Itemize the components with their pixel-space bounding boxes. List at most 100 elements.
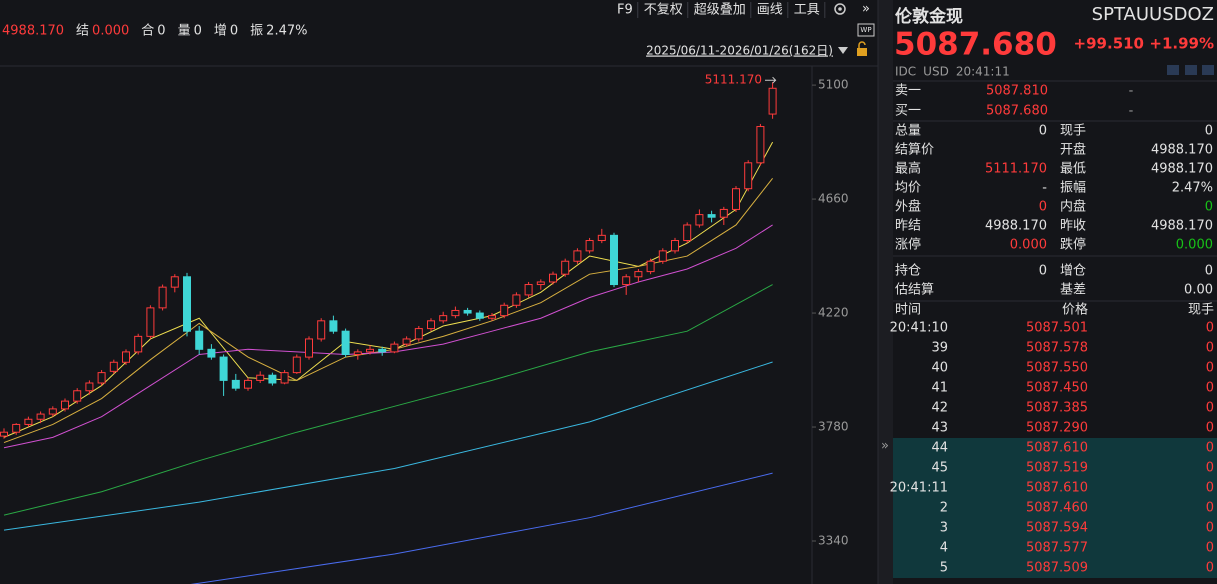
tick-price: 5087.610 bbox=[1026, 481, 1088, 496]
candle-body bbox=[390, 343, 399, 353]
stat-label: 开盘 bbox=[1060, 142, 1086, 158]
stat-value: 5111.170 bbox=[985, 162, 1047, 177]
candle-body bbox=[292, 356, 301, 374]
stat-label: 总量 bbox=[895, 124, 921, 139]
candle-body bbox=[634, 271, 643, 278]
row-highlight bbox=[893, 558, 1217, 578]
candle-body bbox=[61, 400, 69, 410]
dropdown-icon[interactable] bbox=[838, 47, 848, 54]
stat-label: 昨结 bbox=[895, 219, 921, 234]
stat-value: 0 bbox=[1039, 124, 1047, 139]
toolbar-button[interactable]: 超级叠加 bbox=[694, 3, 746, 18]
candle-body bbox=[134, 335, 143, 353]
quote-meta: USD bbox=[923, 65, 949, 79]
stat-value: 0.000 bbox=[1176, 238, 1213, 253]
candle-body bbox=[597, 234, 606, 242]
candle-body bbox=[524, 284, 533, 296]
tick-volume: 0 bbox=[1206, 541, 1214, 556]
quote-code: SPTAUUSDOZ bbox=[1092, 4, 1214, 25]
tick-price: 5087.578 bbox=[1026, 341, 1088, 356]
y-tick-label: 3340 bbox=[818, 534, 849, 548]
stat-value: 0 bbox=[1205, 200, 1213, 215]
book-label: 买一 bbox=[895, 104, 921, 119]
candle-body bbox=[549, 273, 557, 283]
quote-meta: IDC bbox=[895, 65, 916, 79]
stat-label: 外盘 bbox=[895, 199, 921, 215]
toolbar-button[interactable]: 工具 bbox=[794, 3, 820, 18]
candle-body bbox=[732, 188, 740, 210]
collapse-strip[interactable] bbox=[878, 0, 893, 584]
candle-body bbox=[305, 338, 313, 358]
candle-body bbox=[170, 276, 179, 288]
y-tick-label: 5100 bbox=[818, 78, 849, 92]
candle-body bbox=[536, 281, 545, 286]
row-highlight bbox=[893, 438, 1217, 458]
toolbar-button[interactable]: 不复权 bbox=[644, 2, 683, 18]
candle-body bbox=[744, 162, 753, 190]
tick-price: 5087.610 bbox=[1026, 441, 1088, 456]
stat-value: 4988.170 bbox=[1151, 143, 1213, 158]
stat-value: 4988.170 bbox=[1151, 219, 1213, 234]
candle-body bbox=[610, 234, 618, 286]
info-label: 振 bbox=[250, 24, 263, 39]
quote-meta: 20:41:11 bbox=[956, 65, 1010, 79]
stat-label: 振幅 bbox=[1060, 181, 1086, 196]
ticks-header: 价格 bbox=[1062, 302, 1088, 318]
tick-time: 20:41:11 bbox=[890, 481, 948, 496]
moving-average bbox=[190, 472, 773, 584]
stat-value: 2.47% bbox=[1172, 181, 1213, 196]
toolbar-button[interactable]: F9 bbox=[617, 3, 633, 18]
candle-body bbox=[683, 224, 692, 242]
candle-body bbox=[756, 126, 765, 164]
stat-value: 0.00 bbox=[1184, 283, 1213, 298]
row-highlight bbox=[893, 478, 1217, 498]
y-tick-label: 4660 bbox=[818, 192, 849, 206]
stat-value: 0 bbox=[1039, 200, 1047, 215]
y-tick-label: 3780 bbox=[818, 420, 849, 434]
candle-body bbox=[183, 276, 191, 332]
book-price: 5087.810 bbox=[986, 84, 1048, 99]
candle-body bbox=[244, 379, 252, 389]
settings-icon[interactable] bbox=[834, 3, 846, 15]
info-value: 0 bbox=[194, 24, 202, 39]
candle-body bbox=[512, 294, 521, 306]
candle-body bbox=[719, 208, 728, 218]
candle-body bbox=[366, 348, 374, 353]
row-highlight bbox=[893, 538, 1217, 558]
tick-time: 41 bbox=[931, 381, 948, 396]
stat-value: 0 bbox=[1039, 264, 1047, 279]
tick-time: 43 bbox=[931, 421, 948, 436]
candle-body bbox=[122, 351, 130, 363]
candle-body bbox=[195, 330, 204, 350]
collapse-icon[interactable]: » bbox=[881, 439, 889, 454]
candle-body bbox=[585, 240, 594, 252]
tick-price: 5087.450 bbox=[1026, 381, 1088, 396]
tick-volume: 0 bbox=[1206, 381, 1214, 396]
candle-body bbox=[146, 307, 155, 337]
tick-price: 5087.509 bbox=[1026, 561, 1088, 576]
row-highlight bbox=[893, 498, 1217, 518]
candle-body bbox=[707, 214, 716, 218]
candle-body bbox=[463, 309, 472, 314]
wp-icon[interactable]: WP bbox=[857, 23, 875, 37]
candle-body bbox=[561, 260, 570, 275]
expand-icon[interactable]: » bbox=[862, 2, 870, 17]
row-highlight bbox=[893, 518, 1217, 538]
candle-body bbox=[439, 315, 448, 322]
candle-body bbox=[317, 320, 326, 340]
row-highlight bbox=[893, 458, 1217, 478]
candle-body bbox=[0, 431, 8, 437]
panel-icons[interactable] bbox=[1167, 65, 1214, 75]
stat-label: 现手 bbox=[1060, 124, 1086, 139]
tick-price: 5087.290 bbox=[1026, 421, 1088, 436]
toolbar-button[interactable]: 画线 bbox=[757, 3, 783, 18]
tick-volume: 0 bbox=[1206, 361, 1214, 376]
stat-value: 4988.170 bbox=[1151, 162, 1213, 177]
info-label: 增 bbox=[214, 24, 227, 39]
tick-price: 5087.594 bbox=[1026, 521, 1088, 536]
tick-volume: 0 bbox=[1206, 501, 1214, 516]
lock-icon[interactable] bbox=[857, 41, 867, 56]
tick-volume: 0 bbox=[1206, 521, 1214, 536]
stat-label: 涨停 bbox=[895, 237, 921, 253]
